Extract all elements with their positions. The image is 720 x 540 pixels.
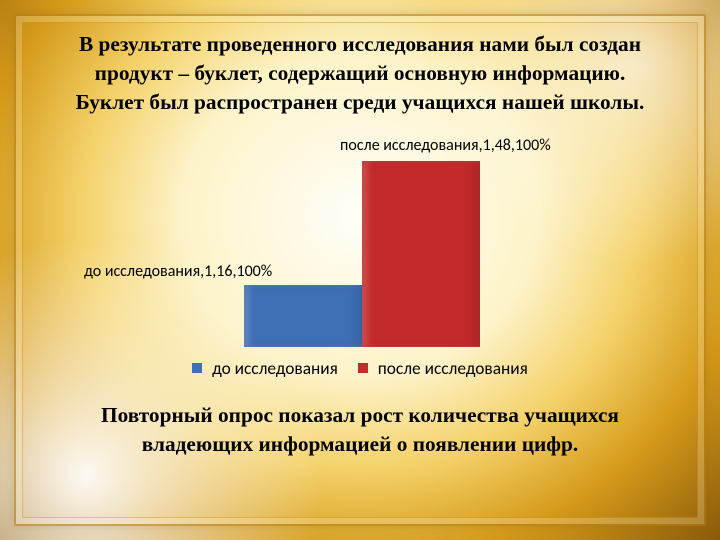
heading-block: В результате проведенного исследования н… (48, 30, 672, 116)
bar-before-label: до исследования,1,16,100% (84, 262, 272, 281)
footer-line-2: владеющих информацией о появлении цифр. (142, 432, 578, 456)
heading-line-2: продукт – буклет, содержащий основную ин… (95, 61, 626, 85)
chart-legend: до исследования после исследования (140, 355, 580, 379)
bar-after-label: после исследования,1,48,100% (340, 136, 551, 155)
legend-label-after: после исследования (378, 357, 528, 379)
footer-line-1: Повторный опрос показал рост количества … (101, 403, 619, 427)
heading-line-1: В результате проведенного исследования н… (79, 32, 641, 56)
legend-item-after: после исследования (358, 355, 528, 379)
legend-item-before: до исследования (192, 355, 338, 379)
legend-label-before: до исследования (212, 357, 338, 379)
bar-after (362, 161, 480, 347)
legend-swatch-after (358, 363, 368, 373)
bar-chart: до исследования,1,16,100% после исследов… (140, 128, 580, 383)
slide-content: В результате проведенного исследования н… (0, 0, 720, 540)
chart-plot-area: до исследования,1,16,100% после исследов… (140, 128, 580, 347)
bar-before (244, 285, 362, 347)
heading-line-3: Буклет был распространен среди учащихся … (76, 90, 645, 114)
footer-block: Повторный опрос показал рост количества … (48, 401, 672, 459)
legend-swatch-before (192, 363, 202, 373)
